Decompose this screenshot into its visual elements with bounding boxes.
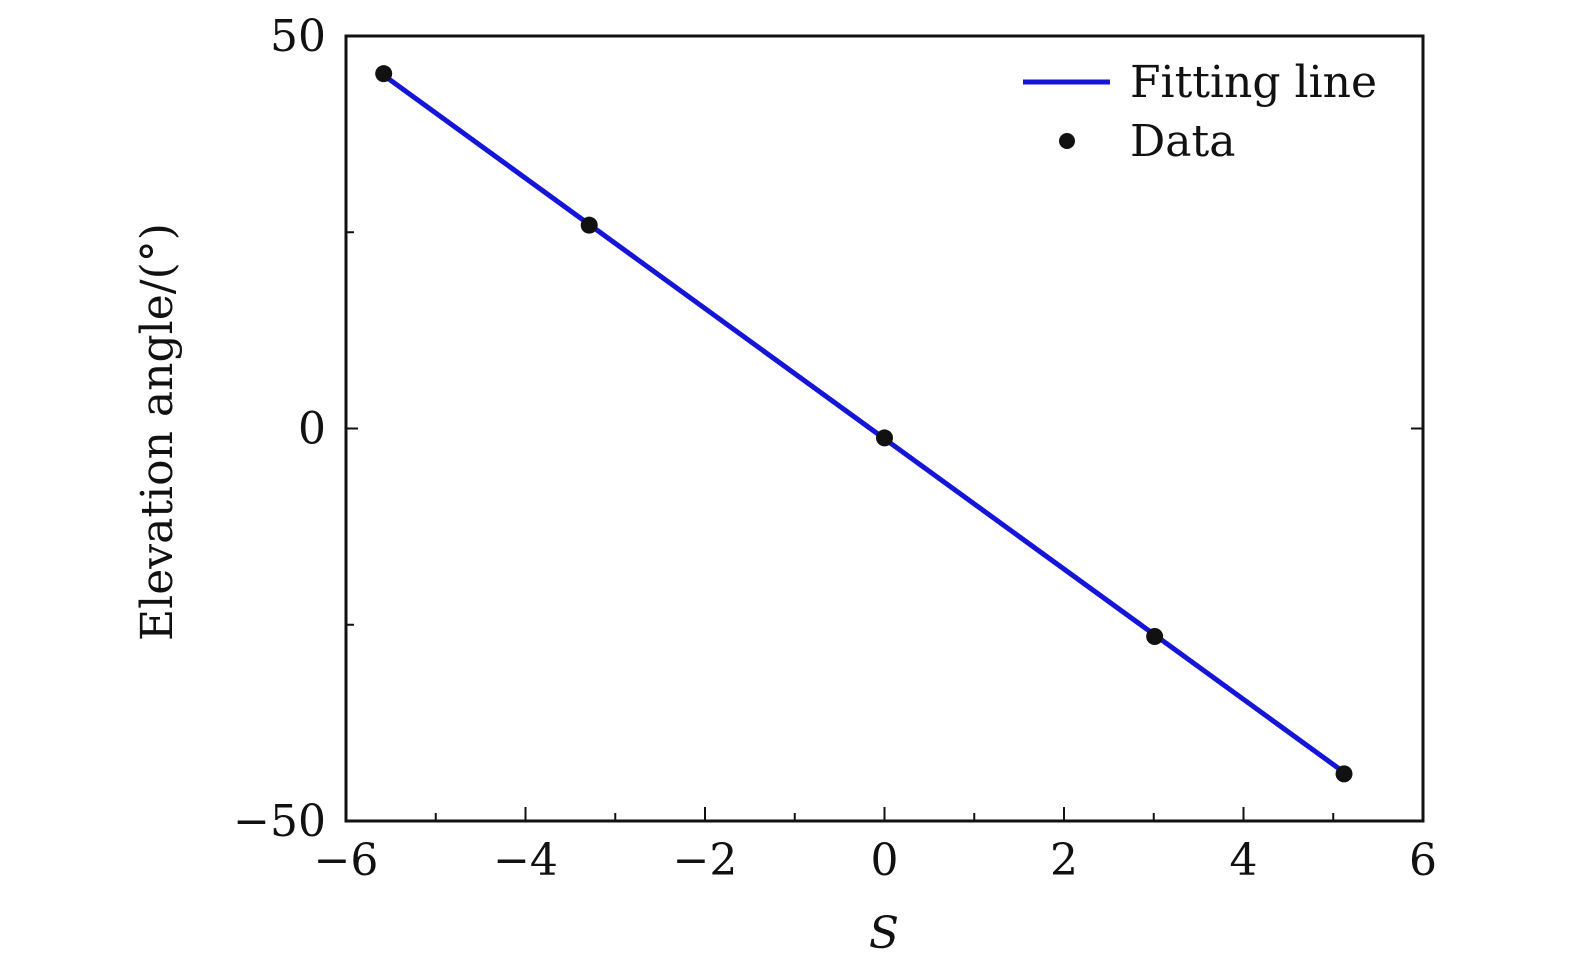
series-layer	[375, 65, 1353, 783]
data-point	[876, 429, 893, 447]
x-tick-label: 4	[1230, 835, 1258, 886]
legend-label-fitting-line: Fitting line	[1130, 57, 1377, 108]
x-tick-label: −2	[673, 835, 738, 886]
data-point	[580, 216, 598, 234]
y-tick-label: 0	[298, 404, 326, 455]
tick-labels: −6 −4 −2 0 2 4 6 −50 0 50	[233, 11, 1437, 886]
x-tick-label: −4	[493, 835, 558, 886]
data-point	[375, 65, 393, 83]
legend-label-data: Data	[1130, 116, 1235, 167]
y-tick-label: −50	[233, 796, 326, 847]
plot-frame	[344, 34, 1425, 823]
data-point	[1146, 628, 1164, 646]
x-tick-label: −6	[314, 835, 379, 886]
x-tick-label: 6	[1409, 835, 1437, 886]
data-point	[1335, 765, 1353, 783]
tick-marks	[345, 35, 1424, 822]
y-axis-label: Elevation angle/(°)	[132, 223, 183, 641]
legend-dot-swatch	[1059, 133, 1075, 149]
legend: Fitting line Data	[1023, 57, 1377, 167]
y-tick-label: 50	[270, 11, 326, 62]
x-tick-label: 0	[871, 835, 899, 886]
fitting-line	[382, 73, 1346, 775]
x-tick-label: 2	[1050, 835, 1078, 886]
x-axis-label: S	[869, 908, 899, 959]
